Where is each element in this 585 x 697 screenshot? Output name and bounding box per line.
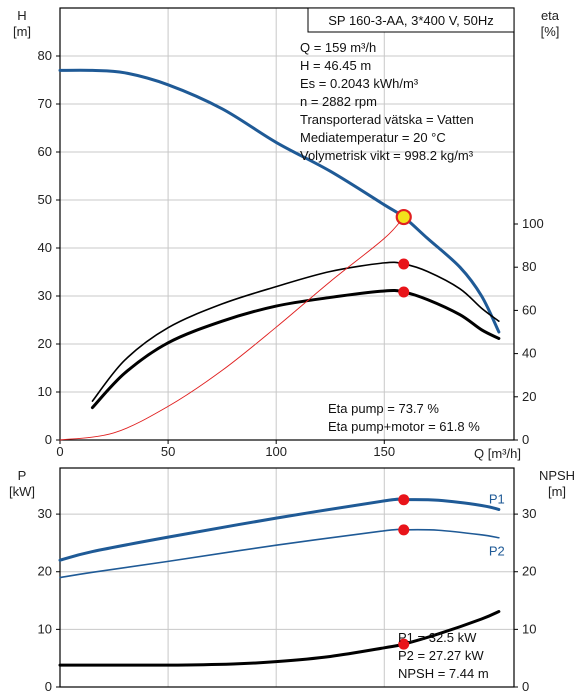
top-ticks: 0 50 100 150 0 10 20 30 40 50 60 70 80 0 20 40 60 80 100 — [38, 48, 544, 459]
p2-readout: P2 = 27.27 kW — [398, 648, 484, 663]
bottom-series: P1 P2 — [58, 491, 505, 667]
bottom-ticks: 0 10 20 30 0 10 20 30 — [38, 506, 537, 694]
top-left-tick-label: 60 — [38, 144, 52, 159]
operating-point-marker — [398, 494, 410, 506]
x-axis-label: Q [m³/h] — [474, 446, 521, 461]
info-line-density: Volymetrisk vikt = 998.2 kg/m³ — [300, 148, 474, 163]
bottom-left-tick-label: 10 — [38, 621, 52, 636]
top-right-tick-label: 20 — [522, 389, 536, 404]
p1-readout: P1 = 32.5 kW — [398, 630, 477, 645]
info-line-es: Es = 0.2043 kWh/m³ — [300, 76, 419, 91]
bottom-left-axis-label-2: [kW] — [9, 484, 35, 499]
bottom-left-tick-label: 0 — [45, 679, 52, 694]
top-series — [58, 68, 501, 441]
series-p1 — [58, 497, 501, 562]
bottom-right-tick-label: 10 — [522, 621, 536, 636]
bottom-left-axis-label-1: P — [18, 468, 27, 483]
operating-point-marker — [398, 524, 410, 536]
info-line-n: n = 2882 rpm — [300, 94, 377, 109]
top-x-tick-label: 50 — [161, 444, 175, 459]
top-left-axis-label-2: [m] — [13, 24, 31, 39]
operating-point-marker — [398, 286, 410, 298]
top-right-tick-label: 60 — [522, 302, 536, 317]
top-left-tick-label: 50 — [38, 192, 52, 207]
series-label-p1: P1 — [489, 491, 505, 506]
duty-point-marker — [395, 208, 412, 226]
series-h — [58, 68, 501, 334]
top-left-tick-label: 70 — [38, 96, 52, 111]
top-left-tick-label: 0 — [45, 432, 52, 447]
top-right-tick-label: 100 — [522, 216, 544, 231]
top-x-tick-label: 100 — [265, 444, 287, 459]
top-markers — [395, 208, 412, 298]
operating-point-marker — [398, 638, 410, 650]
bottom-right-tick-label: 30 — [522, 506, 536, 521]
eta-pump-motor-readout: Eta pump+motor = 61.8 % — [328, 419, 480, 434]
operating-point-marker — [398, 258, 410, 270]
info-line-temperature: Mediatemperatur = 20 °C — [300, 130, 446, 145]
bottom-right-tick-label: 0 — [522, 679, 529, 694]
top-right-axis-label-1: eta — [541, 8, 560, 23]
top-left-tick-label: 40 — [38, 240, 52, 255]
series-label-p2: P2 — [489, 544, 505, 559]
bottom-right-axis-label-1: NPSH — [539, 468, 575, 483]
series-npsh — [58, 610, 501, 667]
npsh-readout: NPSH = 7.44 m — [398, 666, 489, 681]
top-left-tick-label: 30 — [38, 288, 52, 303]
top-right-axis-label-2: [%] — [541, 24, 560, 39]
info-line-q: Q = 159 m³/h — [300, 40, 376, 55]
chart-title: SP 160-3-AA, 3*400 V, 50Hz — [328, 13, 494, 28]
bottom-markers — [398, 494, 410, 650]
series-eta-pump — [91, 261, 500, 402]
series-p2 — [59, 528, 500, 579]
top-right-tick-label: 80 — [522, 259, 536, 274]
top-right-tick-label: 40 — [522, 346, 536, 361]
title-box — [307, 7, 515, 33]
series-system-curve — [59, 216, 405, 441]
top-x-tick-label: 150 — [373, 444, 395, 459]
bottom-panel: P [kW] NPSH [m] 0 10 20 30 0 10 20 30 P1 P2 P1 =… — [9, 467, 575, 694]
top-panel: H [m] eta [%] Q [m³/h] 0 50 100 150 0 10 20 30 4… — [13, 7, 560, 461]
top-left-tick-label: 20 — [38, 336, 52, 351]
bottom-right-axis-label-2: [m] — [548, 484, 566, 499]
top-right-tick-label: 0 — [522, 432, 529, 447]
top-grid — [60, 8, 514, 440]
info-line-h: H = 46.45 m — [300, 58, 371, 73]
top-left-tick-label: 10 — [38, 384, 52, 399]
bottom-grid — [60, 468, 514, 687]
bottom-left-tick-label: 20 — [38, 564, 52, 579]
top-left-axis-label-1: H — [17, 8, 26, 23]
eta-pump-readout: Eta pump = 73.7 % — [328, 401, 439, 416]
info-line-liquid: Transporterad vätska = Vatten — [300, 112, 474, 127]
bottom-left-tick-label: 30 — [38, 506, 52, 521]
top-left-tick-label: 80 — [38, 48, 52, 63]
series-eta-pump-motor — [90, 289, 501, 410]
bottom-right-tick-label: 20 — [522, 564, 536, 579]
top-x-tick-label: 0 — [56, 444, 63, 459]
